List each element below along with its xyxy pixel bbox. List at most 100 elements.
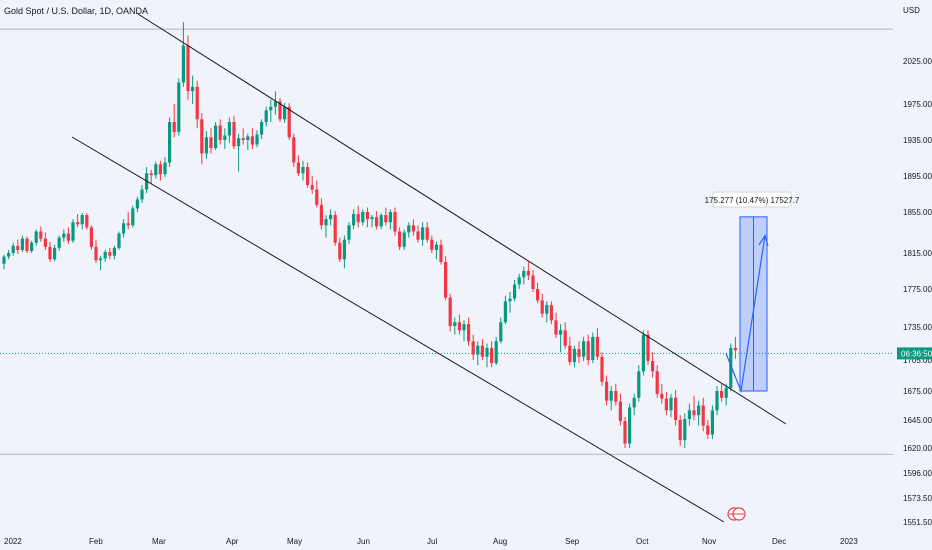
candle: [232, 115, 236, 149]
price-tick-label: 1975.000: [903, 100, 932, 109]
candle: [177, 78, 181, 136]
current-price-tag: [897, 347, 932, 360]
candle: [664, 391, 668, 416]
time-tick-label: Mar: [152, 537, 166, 546]
candle: [264, 106, 268, 127]
price-axis[interactable]: 2025.000 1975.000 1935.000 1895.000 1855.000…: [897, 57, 932, 527]
candle: [347, 222, 351, 244]
candle: [545, 301, 549, 323]
candle: [388, 209, 392, 230]
candle: [200, 113, 204, 165]
candle: [329, 209, 333, 226]
candle: [296, 155, 300, 176]
candle: [379, 213, 383, 230]
candle: [402, 229, 406, 250]
events-icon: [727, 507, 746, 521]
upper-channel-line: [137, 13, 787, 425]
candle: [89, 225, 93, 250]
candle: [600, 352, 604, 386]
candle: [57, 235, 61, 251]
candle: [260, 119, 264, 140]
candle: [352, 209, 356, 230]
price-tick-label: 1815.000: [903, 249, 932, 258]
time-tick-label: Dec: [772, 537, 786, 546]
candle: [172, 104, 176, 138]
price-tick-label: 1735.000: [903, 323, 932, 332]
price-tick-label: 1775.000: [903, 285, 932, 294]
candle: [674, 389, 678, 426]
candle: [158, 160, 162, 181]
candle: [149, 169, 153, 185]
candle: [577, 341, 581, 364]
candle: [678, 415, 682, 446]
candle: [43, 232, 47, 250]
candle: [48, 241, 52, 262]
candle: [62, 229, 66, 242]
candle: [71, 219, 75, 243]
candle: [163, 157, 167, 177]
candle: [126, 212, 130, 230]
candle: [683, 413, 687, 448]
candle: [531, 270, 535, 292]
candle: [503, 295, 507, 325]
candle: [269, 99, 273, 122]
price-tick-label: 1935.000: [903, 136, 932, 145]
candle: [559, 324, 563, 353]
current-price-tag-label: 06:36:50: [901, 349, 932, 358]
time-axis[interactable]: 2022 Feb Mar Apr May Jun Jul Aug Sep Oct Nov Dec 202…: [4, 537, 858, 546]
price-tick-label: 2025.000: [903, 57, 932, 66]
candle: [595, 328, 599, 360]
candle: [117, 231, 121, 250]
candle: [342, 235, 346, 269]
candle: [536, 282, 540, 304]
candle: [692, 395, 696, 420]
candle: [11, 242, 15, 256]
candle: [25, 236, 29, 253]
candle: [517, 273, 521, 289]
candle: [471, 334, 475, 360]
candle: [618, 393, 622, 426]
candle: [660, 383, 664, 404]
candle: [563, 322, 567, 349]
candle: [154, 161, 158, 179]
candle: [333, 211, 337, 246]
candle: [467, 317, 471, 346]
price-tick-label: 1551.500: [903, 518, 932, 527]
measure-label-box: [712, 191, 792, 208]
candle: [448, 293, 452, 332]
candle: [637, 365, 641, 402]
candle: [554, 312, 558, 338]
candle: [209, 128, 213, 154]
candle: [641, 330, 645, 376]
candle: [609, 385, 613, 411]
candle: [628, 403, 632, 448]
candle: [80, 213, 84, 230]
candle: [421, 222, 425, 246]
candle: [425, 222, 429, 243]
symbol-title[interactable]: Gold Spot / U.S. Dollar, 1D, OANDA: [4, 6, 149, 16]
drawing-layer[interactable]: 175.277 (10.47%) 17527.7: [71, 13, 800, 523]
candle: [85, 213, 89, 230]
candle: [480, 339, 484, 360]
candle: [697, 400, 701, 426]
price-tick-label: 1596.000: [903, 469, 932, 478]
candle: [513, 280, 517, 302]
candle: [241, 128, 245, 145]
candle: [453, 317, 457, 335]
candle: [365, 207, 369, 228]
candle: [250, 128, 254, 149]
candle: [586, 334, 590, 366]
time-tick-label: Oct: [636, 537, 649, 546]
candle: [582, 336, 586, 362]
time-tick-label: May: [287, 537, 302, 546]
candle: [655, 365, 659, 398]
candle: [356, 205, 360, 228]
candle: [434, 241, 438, 260]
candle: [729, 343, 733, 391]
candle: [2, 254, 6, 270]
price-tick-label: 1855.000: [903, 208, 932, 217]
candle: [218, 119, 222, 145]
candle: [319, 198, 323, 230]
